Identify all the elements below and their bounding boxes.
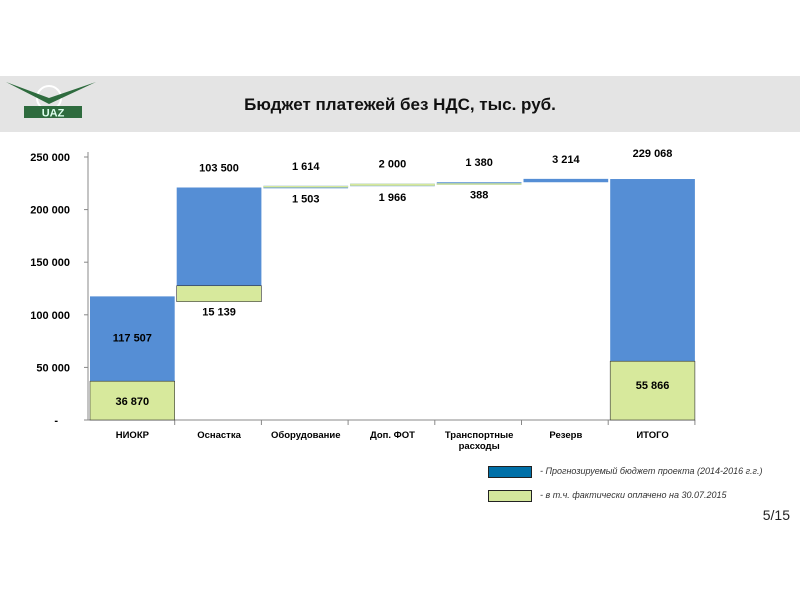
bar-paid — [436, 183, 522, 185]
legend-swatch-paid — [488, 490, 532, 502]
legend-label-paid: - в т.ч. фактически оплачено на 30.07.20… — [540, 490, 727, 500]
data-label-budget: 3 214 — [552, 154, 580, 166]
y-tick-label: 200 000 — [30, 205, 70, 217]
data-label-paid: 1 966 — [379, 192, 407, 204]
data-label-budget: 117 507 — [113, 332, 152, 344]
y-tick-label: 50 000 — [36, 362, 70, 374]
page-title: Бюджет платежей без НДС, тыс. руб. — [244, 95, 556, 114]
x-tick-label: расходы — [459, 441, 500, 452]
data-label-paid: 1 503 — [292, 194, 320, 206]
x-tick-label: Резерв — [549, 430, 582, 441]
data-label-budget: 229 068 — [633, 148, 673, 160]
x-tick-label: Оборудование — [271, 430, 340, 441]
svg-text:UAZ: UAZ — [42, 108, 65, 120]
legend-swatch-budget — [488, 466, 532, 478]
x-tick-label: Доп. ФОТ — [370, 430, 415, 441]
page-number: 5/15 — [762, 507, 790, 523]
y-tick-label: 100 000 — [30, 310, 70, 322]
bar-paid — [89, 380, 175, 421]
data-label-paid: 388 — [470, 190, 488, 202]
x-tick-label: Транспортные — [445, 430, 514, 441]
data-label-budget: 2 000 — [379, 159, 407, 171]
data-label-budget: 1 380 — [465, 157, 493, 169]
bar-paid — [350, 183, 435, 186]
bar-paid — [609, 360, 696, 421]
x-tick-label: НИОКР — [116, 430, 150, 441]
data-label-budget: 103 500 — [199, 163, 239, 175]
x-tick-label: Оснастка — [197, 430, 241, 441]
uaz-logo: UAZ — [6, 82, 96, 120]
legend-label-budget: - Прогнозируемый бюджет проекта (2014-20… — [540, 466, 763, 476]
data-label-paid: 55 866 — [636, 380, 670, 392]
y-tick-label: 150 000 — [30, 257, 70, 269]
data-label-paid: 15 139 — [202, 307, 236, 319]
bar-paid — [263, 185, 349, 188]
bar-budget — [523, 178, 609, 183]
bar-budget — [176, 187, 262, 297]
y-tick-label: 250 000 — [30, 152, 70, 164]
data-label-budget: 1 614 — [292, 161, 320, 173]
y-tick-label: - — [54, 415, 58, 427]
header-bar — [0, 76, 800, 132]
waterfall-chart: - 50 000 100 000 150 000 200 000 250 000 НИОКР… — [30, 148, 696, 452]
bar-paid — [176, 285, 262, 302]
data-label-paid: 36 870 — [116, 396, 150, 408]
x-tick-label: ИТОГО — [636, 430, 668, 441]
